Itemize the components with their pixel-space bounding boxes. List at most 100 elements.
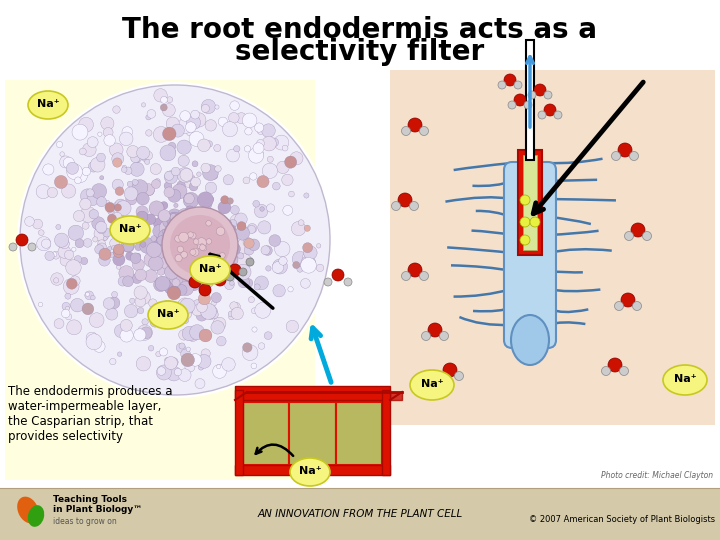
Circle shape <box>158 213 162 218</box>
Circle shape <box>230 101 239 110</box>
Circle shape <box>520 235 530 245</box>
Circle shape <box>155 245 168 260</box>
Circle shape <box>263 176 268 181</box>
Circle shape <box>130 153 140 163</box>
Circle shape <box>165 357 169 362</box>
Circle shape <box>36 185 50 199</box>
Circle shape <box>205 211 217 224</box>
Circle shape <box>144 252 158 267</box>
Circle shape <box>169 232 186 248</box>
Circle shape <box>428 323 442 337</box>
Circle shape <box>180 111 190 121</box>
Circle shape <box>104 134 115 146</box>
Circle shape <box>235 264 251 280</box>
Circle shape <box>230 225 236 232</box>
Circle shape <box>199 284 211 296</box>
Circle shape <box>42 164 54 175</box>
Circle shape <box>222 239 233 251</box>
Text: Na⁺: Na⁺ <box>157 309 179 319</box>
Circle shape <box>156 248 162 253</box>
Circle shape <box>316 264 324 272</box>
Circle shape <box>28 243 36 251</box>
Circle shape <box>82 143 96 157</box>
Circle shape <box>58 246 71 258</box>
Circle shape <box>112 292 117 298</box>
Circle shape <box>162 252 172 261</box>
Circle shape <box>217 242 227 252</box>
Circle shape <box>122 127 132 137</box>
Circle shape <box>137 211 148 222</box>
Circle shape <box>150 164 161 174</box>
Circle shape <box>175 239 182 246</box>
Circle shape <box>169 272 184 286</box>
Circle shape <box>177 246 184 252</box>
Circle shape <box>185 269 192 276</box>
Circle shape <box>220 231 227 237</box>
Circle shape <box>421 332 431 341</box>
Circle shape <box>174 203 178 207</box>
Circle shape <box>186 122 196 132</box>
Circle shape <box>225 280 234 289</box>
Circle shape <box>168 357 178 367</box>
Circle shape <box>171 256 178 263</box>
Circle shape <box>148 346 154 351</box>
Circle shape <box>253 149 264 160</box>
Circle shape <box>114 204 122 211</box>
Circle shape <box>173 255 178 260</box>
Circle shape <box>182 240 188 246</box>
Circle shape <box>246 258 254 266</box>
Circle shape <box>207 248 212 253</box>
Circle shape <box>151 179 161 188</box>
Circle shape <box>171 237 182 248</box>
Circle shape <box>122 165 127 170</box>
Circle shape <box>199 244 204 248</box>
Circle shape <box>120 205 126 211</box>
Circle shape <box>214 145 221 152</box>
Circle shape <box>176 232 182 237</box>
Circle shape <box>193 231 206 244</box>
Circle shape <box>235 226 250 240</box>
Circle shape <box>166 366 181 381</box>
Text: selectivity filter: selectivity filter <box>235 38 485 66</box>
Circle shape <box>206 220 212 226</box>
Circle shape <box>170 215 230 275</box>
Circle shape <box>177 217 187 227</box>
Circle shape <box>168 214 178 224</box>
Circle shape <box>237 239 252 254</box>
Circle shape <box>196 275 208 288</box>
Circle shape <box>176 285 187 296</box>
Text: © 2007 American Society of Plant Biologists: © 2007 American Society of Plant Biologi… <box>529 516 715 524</box>
Circle shape <box>60 255 71 266</box>
Circle shape <box>89 161 99 172</box>
Circle shape <box>116 201 131 215</box>
Circle shape <box>66 162 78 174</box>
Circle shape <box>190 249 196 255</box>
Circle shape <box>263 246 272 255</box>
Circle shape <box>232 302 240 311</box>
Circle shape <box>120 320 132 332</box>
Circle shape <box>244 279 253 287</box>
Circle shape <box>17 82 333 398</box>
Ellipse shape <box>290 458 330 486</box>
Circle shape <box>118 225 125 231</box>
Circle shape <box>317 244 321 248</box>
Circle shape <box>197 139 210 152</box>
Circle shape <box>209 197 214 201</box>
Circle shape <box>142 319 148 325</box>
Circle shape <box>184 237 194 246</box>
Ellipse shape <box>28 91 68 119</box>
Circle shape <box>112 153 124 165</box>
Circle shape <box>244 256 253 266</box>
Circle shape <box>64 250 74 260</box>
Circle shape <box>176 233 188 245</box>
Circle shape <box>157 267 165 275</box>
Circle shape <box>80 206 96 222</box>
Circle shape <box>107 214 117 224</box>
Circle shape <box>273 285 285 297</box>
Circle shape <box>132 259 144 271</box>
Circle shape <box>32 219 42 229</box>
Circle shape <box>165 232 174 242</box>
Circle shape <box>150 252 161 262</box>
Circle shape <box>168 247 173 251</box>
Circle shape <box>220 253 225 259</box>
